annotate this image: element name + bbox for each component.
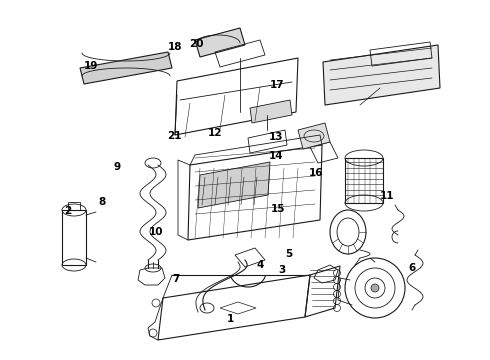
Text: 6: 6	[408, 263, 415, 273]
Polygon shape	[80, 52, 172, 84]
Text: 20: 20	[189, 39, 203, 49]
Polygon shape	[323, 45, 440, 105]
Text: 12: 12	[207, 128, 222, 138]
Polygon shape	[250, 100, 292, 123]
Bar	[62, 210, 86, 265]
Text: 7: 7	[172, 274, 180, 284]
Text: 17: 17	[270, 80, 284, 90]
Bar	[345, 158, 383, 203]
Polygon shape	[298, 123, 330, 149]
Text: 8: 8	[98, 197, 105, 207]
Text: 10: 10	[148, 227, 163, 237]
Text: 11: 11	[380, 191, 394, 201]
Text: 16: 16	[309, 168, 323, 178]
Text: 5: 5	[286, 249, 293, 259]
Text: 9: 9	[113, 162, 120, 172]
Text: 21: 21	[167, 131, 181, 141]
Ellipse shape	[371, 284, 379, 292]
Text: 4: 4	[256, 260, 264, 270]
Text: 1: 1	[227, 314, 234, 324]
Text: 18: 18	[168, 42, 183, 52]
Text: 2: 2	[64, 206, 71, 216]
Polygon shape	[195, 28, 245, 57]
Text: 15: 15	[270, 204, 285, 214]
Text: 13: 13	[269, 132, 283, 142]
Polygon shape	[198, 162, 270, 208]
Text: 19: 19	[83, 60, 98, 71]
Text: 3: 3	[278, 265, 285, 275]
Text: 14: 14	[269, 150, 283, 161]
